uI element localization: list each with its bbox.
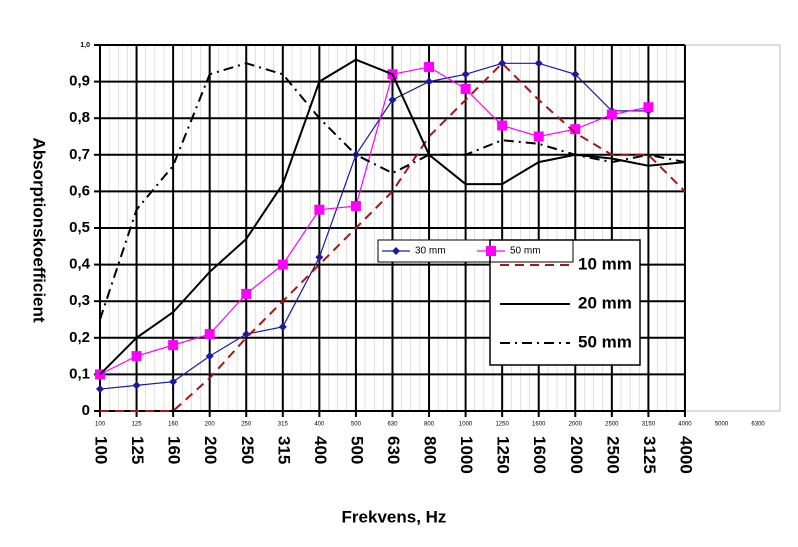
x-top-label: 6300: [751, 422, 765, 428]
x-axis-label: Frekvens, Hz: [342, 507, 447, 526]
x-tick-label: 100: [92, 436, 111, 464]
x-tick-label: 250: [238, 436, 257, 464]
legend-label: 20 mm: [578, 293, 632, 312]
x-top-label: 1250: [495, 422, 509, 428]
x-tick-label: 400: [311, 436, 330, 464]
point: [350, 201, 361, 212]
x-top-label: 630: [387, 422, 398, 428]
x-top-label: 800: [424, 422, 435, 428]
x-tick-label: 160: [165, 436, 184, 464]
point: [278, 322, 287, 331]
y-tick-label: 0,4: [69, 256, 91, 273]
point: [497, 120, 508, 131]
x-tick-label: 2500: [603, 436, 622, 474]
x-top-label: 1600: [532, 422, 546, 428]
y-axis-label: Absorptionskoefficient: [30, 137, 49, 322]
point: [643, 102, 654, 113]
legend-label: 50 mm: [510, 246, 541, 257]
point: [131, 351, 142, 362]
x-tick-label: 1600: [530, 436, 549, 474]
point: [205, 352, 214, 361]
point: [533, 131, 544, 142]
y-tick-label: 0,9: [69, 73, 90, 90]
y-tick-label: 0: [82, 402, 90, 419]
legend-label: 30 mm: [415, 246, 446, 257]
y-tick-label: 0,1: [69, 365, 90, 382]
legend-cover: [491, 241, 573, 261]
y-tick-label: 1,0: [80, 42, 90, 49]
point: [461, 70, 470, 79]
point: [314, 204, 325, 215]
point: [606, 109, 617, 120]
legend-large: 30 mm 50 mm 10 mm 20 mm 50 mm: [377, 239, 641, 366]
x-top-label: 125: [132, 422, 143, 428]
x-tick-label: 125: [128, 436, 147, 464]
y-tick-label: 0,6: [69, 182, 90, 199]
x-top-label: 2500: [605, 422, 619, 428]
point: [315, 253, 324, 262]
point: [486, 246, 496, 256]
point: [570, 124, 581, 135]
x-top-label: 4000: [678, 422, 692, 428]
y-tick-label: 0,5: [69, 219, 90, 236]
x-tick-label: 2000: [567, 436, 586, 474]
point: [388, 95, 397, 104]
point: [132, 381, 141, 390]
point: [168, 340, 179, 351]
series-line: [99, 66, 649, 375]
x-tick-label: 200: [201, 436, 220, 464]
x-top-label: 160: [168, 422, 179, 428]
point: [204, 329, 215, 340]
point: [498, 59, 507, 68]
series-line: [99, 62, 649, 390]
y-tick-label: 0,8: [69, 109, 90, 126]
point: [425, 77, 434, 86]
x-top-label: 3150: [642, 422, 656, 428]
x-top-label: 250: [241, 422, 252, 428]
x-tick-label: 3125: [640, 436, 659, 474]
x-top-label: 200: [205, 422, 216, 428]
point: [392, 247, 400, 255]
x-top-label: 1000: [459, 422, 473, 428]
x-tick-label: 500: [347, 436, 366, 464]
point: [96, 385, 104, 394]
y-tick-label: 0,7: [69, 146, 90, 163]
legend-box: [377, 239, 574, 263]
point: [242, 330, 251, 339]
point: [571, 70, 580, 79]
point: [241, 288, 252, 299]
x-top-label: 2000: [569, 422, 583, 428]
x-top-label: 100: [95, 422, 106, 428]
x-tick-label: 1000: [457, 436, 476, 474]
point: [460, 83, 471, 94]
x-top-label: 5000: [715, 422, 729, 428]
x-tick-label: 4000: [676, 436, 695, 474]
x-tick-label: 1250: [494, 436, 513, 474]
x-tick-label: 800: [421, 436, 440, 464]
x-tick-label: 630: [384, 436, 403, 464]
legend-label: 10 mm: [578, 254, 632, 273]
point: [424, 61, 435, 72]
series-line: [99, 58, 686, 376]
point: [169, 377, 178, 386]
legend-label: 50 mm: [578, 332, 632, 351]
y-tick-label: 0,2: [69, 329, 90, 346]
x-top-label: 400: [314, 422, 325, 428]
point: [277, 259, 288, 270]
x-tick-label: 315: [274, 436, 293, 464]
x-top-label: 500: [351, 422, 362, 428]
x-top-label: 315: [278, 422, 289, 428]
series-line: [100, 61, 686, 412]
y-tick-label: 0,3: [69, 292, 90, 309]
point: [534, 59, 543, 68]
